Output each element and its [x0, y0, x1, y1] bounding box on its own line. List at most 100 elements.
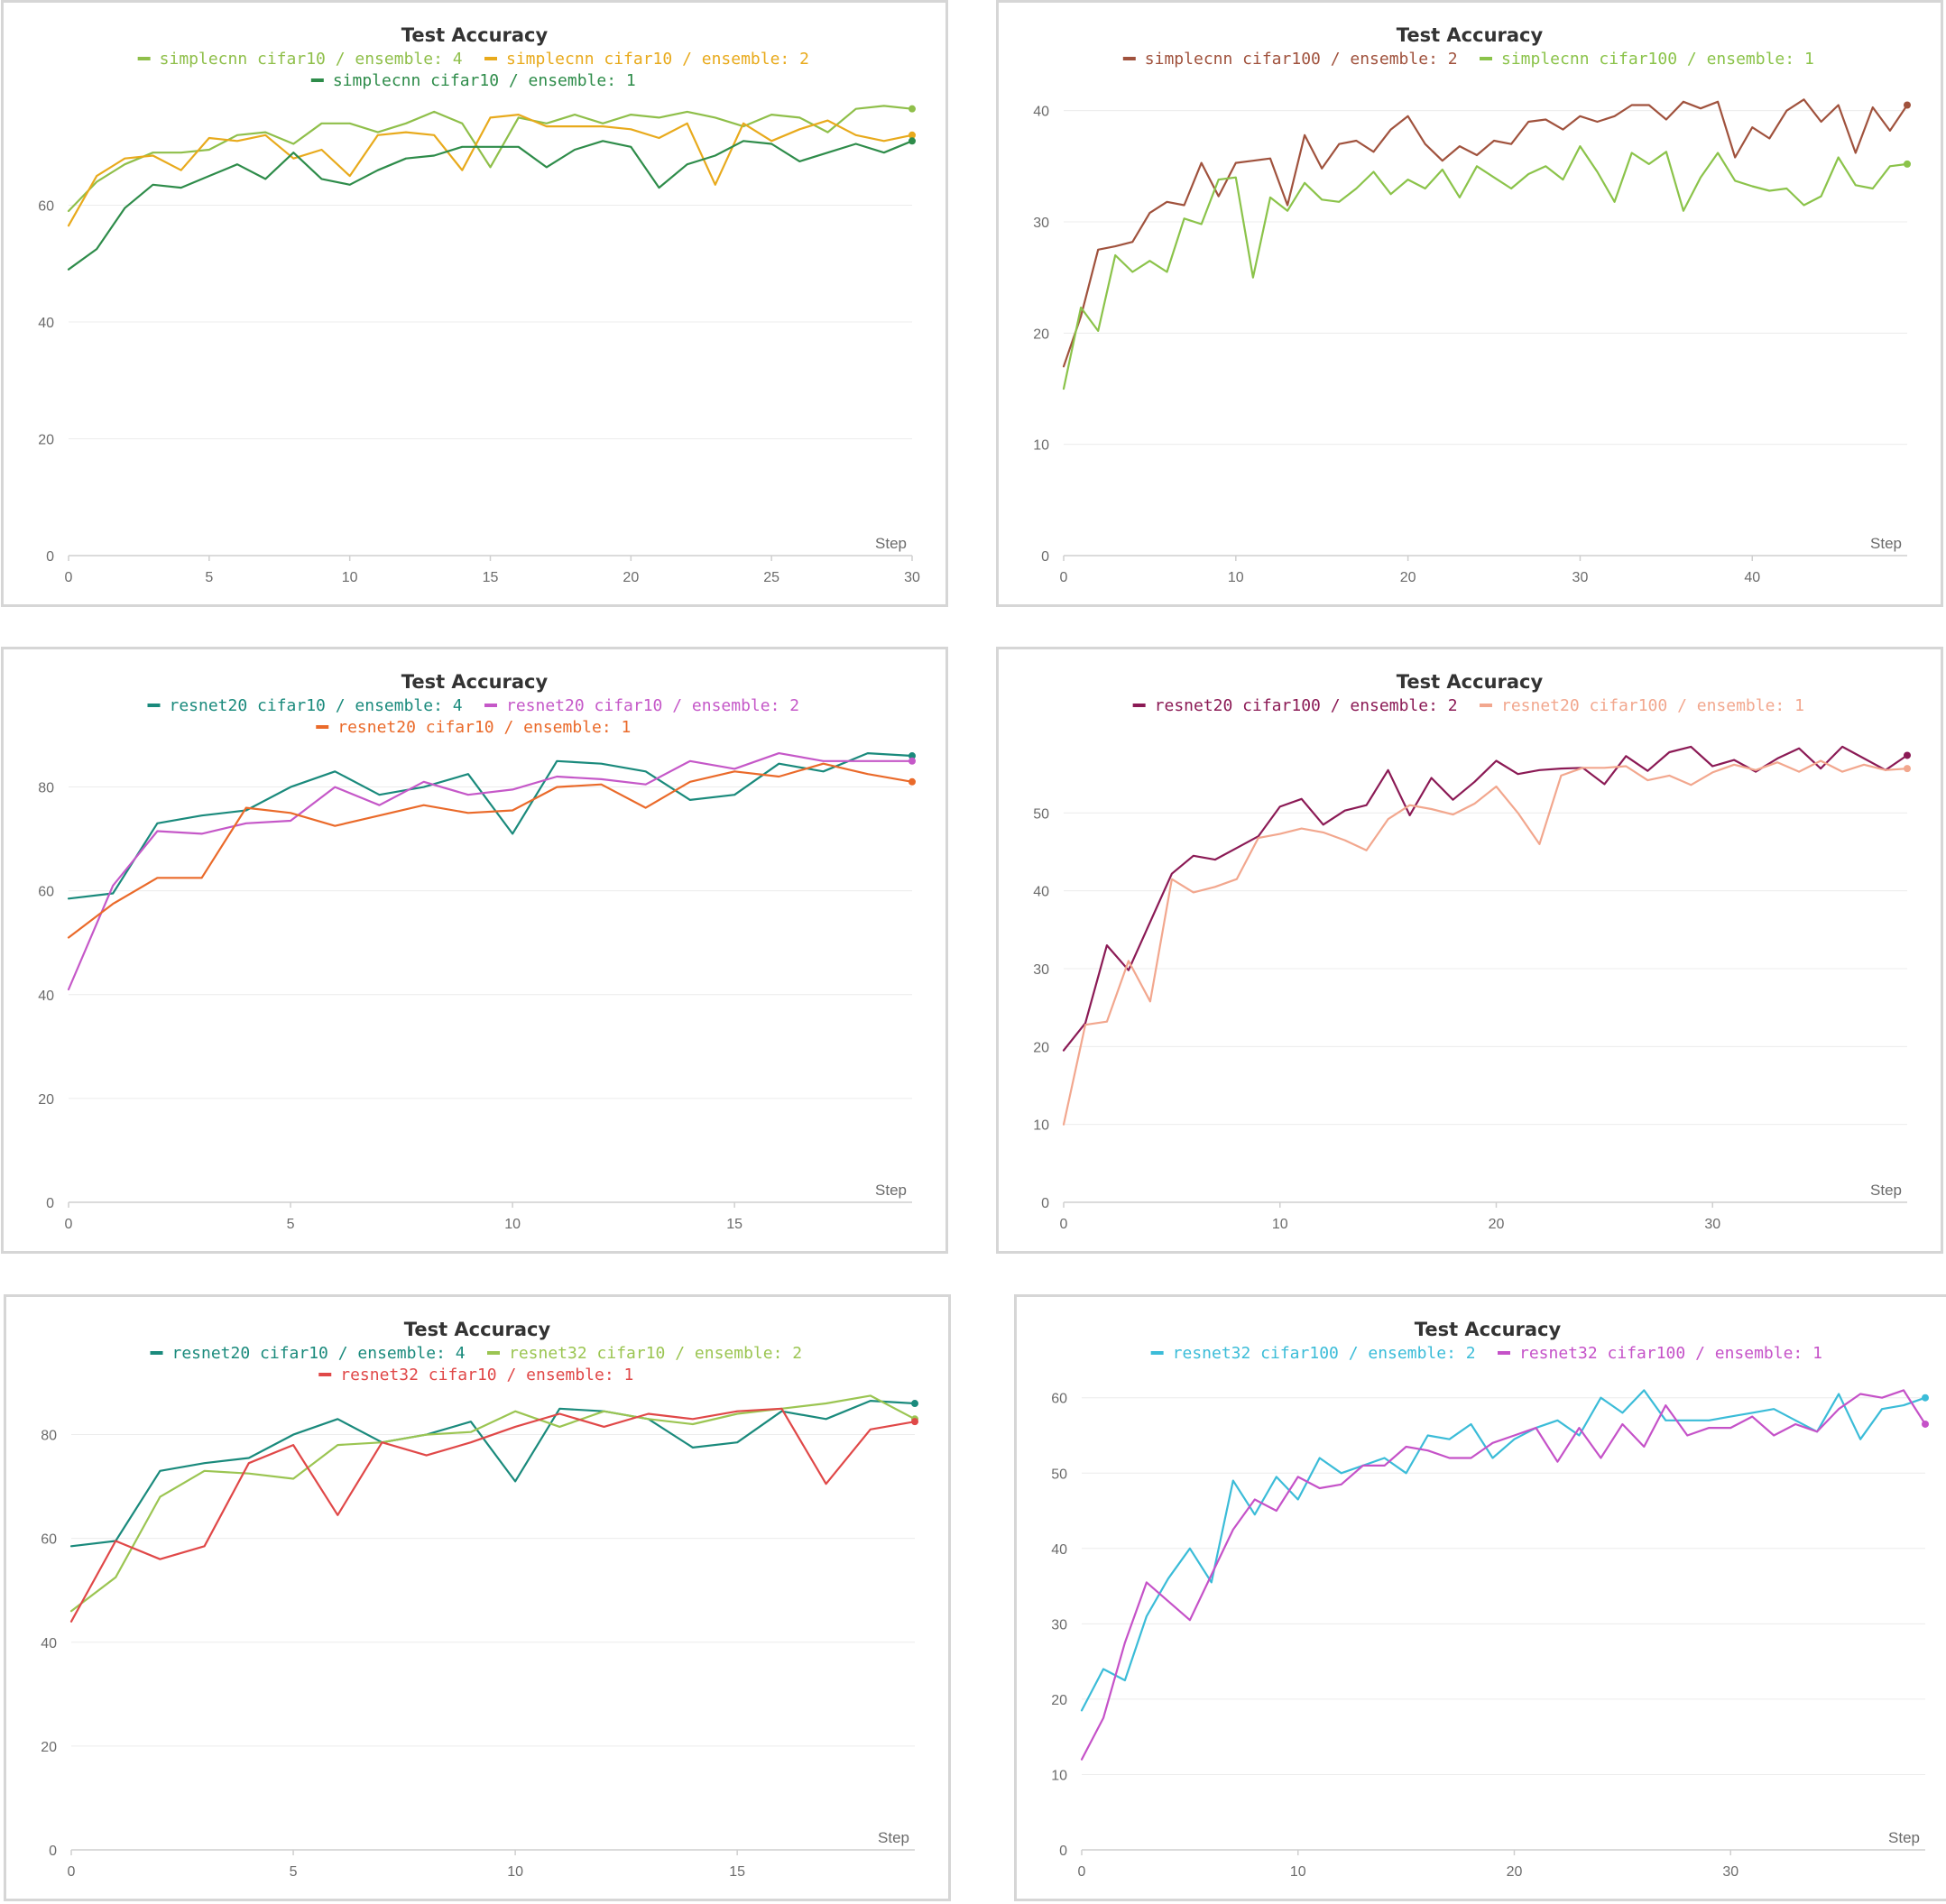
series-line[interactable]: [67, 105, 914, 213]
y-tick-label: 20: [1051, 1693, 1067, 1708]
series-end-point: [908, 105, 916, 113]
series-end-point: [911, 1418, 918, 1426]
series-end-point: [1904, 765, 1911, 773]
chart-panel-resnet32-cifar100: Test Accuracy resnet32 cifar100 / ensembl…: [1014, 1294, 1946, 1901]
series-line[interactable]: [67, 113, 914, 227]
series-end-point: [911, 1400, 918, 1408]
legend-item[interactable]: resnet20 cifar10 / ensemble: 4: [150, 1344, 466, 1363]
x-tick-label: 5: [290, 1864, 298, 1880]
legend-label: resnet20 cifar10 / ensemble: 2: [506, 696, 799, 715]
x-tick-label: 20: [1489, 1217, 1505, 1232]
series-line[interactable]: [67, 762, 914, 939]
series-line[interactable]: [67, 751, 914, 900]
x-tick-label: 0: [68, 1864, 76, 1880]
y-tick-label: 60: [38, 199, 54, 215]
x-tick-label: 15: [729, 1864, 745, 1880]
x-axis-label: Step: [875, 535, 907, 552]
chart-panel-resnet-cifar10-comparison: Test Accuracy resnet20 cifar10 / ensemble…: [4, 1294, 951, 1901]
x-tick-label: 30: [904, 570, 920, 585]
x-tick-label: 0: [1078, 1864, 1086, 1880]
y-tick-label: 10: [1051, 1768, 1067, 1783]
chart-title: Test Accuracy: [404, 1319, 551, 1340]
legend-item[interactable]: resnet32 cifar10 / ensemble: 2: [487, 1344, 802, 1363]
legend-label: simplecnn cifar100 / ensemble: 2: [1145, 50, 1458, 69]
series-end-point: [908, 752, 916, 760]
series-line[interactable]: [1062, 759, 1909, 1126]
series-line[interactable]: [1062, 145, 1909, 391]
y-tick-label: 80: [38, 781, 54, 796]
x-tick-label: 20: [1507, 1864, 1523, 1880]
legend-item[interactable]: resnet32 cifar100 / ensemble: 1: [1498, 1344, 1822, 1363]
x-axis-label: Step: [878, 1829, 909, 1846]
x-tick-label: 5: [287, 1217, 295, 1232]
x-tick-label: 15: [483, 570, 499, 585]
legend-label: resnet20 cifar10 / ensemble: 4: [172, 1344, 466, 1363]
y-tick-label: 20: [1033, 1040, 1049, 1055]
y-tick-label: 20: [38, 1092, 54, 1108]
legend-item[interactable]: resnet20 cifar10 / ensemble: 4: [147, 696, 463, 715]
legend-item[interactable]: resnet20 cifar10 / ensemble: 2: [484, 696, 799, 715]
x-tick-label: 10: [1228, 570, 1244, 585]
chart-title: Test Accuracy: [1415, 1319, 1562, 1340]
legend-label: simplecnn cifar10 / ensemble: 2: [506, 50, 809, 69]
series-end-point: [1904, 101, 1911, 109]
x-tick-label: 10: [1290, 1864, 1306, 1880]
chart-panel-resnet20-cifar100: Test Accuracy resnet20 cifar100 / ensembl…: [996, 647, 1943, 1254]
y-tick-label: 20: [41, 1740, 57, 1755]
legend-item[interactable]: simplecnn cifar100 / ensemble: 1: [1480, 50, 1814, 69]
legend-label: simplecnn cifar10 / ensemble: 1: [333, 71, 636, 90]
x-tick-label: 10: [504, 1217, 521, 1232]
legend-item[interactable]: resnet20 cifar10 / ensemble: 1: [316, 718, 631, 737]
series-line[interactable]: [69, 1399, 917, 1548]
legend-label: resnet32 cifar10 / ensemble: 2: [509, 1344, 802, 1363]
line-chart: Test Accuracy resnet32 cifar100 / ensembl…: [1051, 1319, 1929, 1880]
y-tick-label: 0: [46, 549, 54, 565]
legend-item[interactable]: simplecnn cifar100 / ensemble: 2: [1122, 50, 1458, 69]
series-end-point: [1904, 160, 1911, 168]
legend-item[interactable]: simplecnn cifar10 / ensemble: 2: [484, 50, 809, 69]
series-line[interactable]: [1062, 98, 1909, 368]
series-line[interactable]: [67, 751, 914, 991]
legend-label: simplecnn cifar100 / ensemble: 1: [1501, 50, 1814, 69]
series-line[interactable]: [67, 140, 914, 271]
y-tick-label: 0: [49, 1844, 57, 1859]
line-chart: Test Accuracy simplecnn cifar10 / ensembl…: [38, 24, 920, 585]
series-end-point: [908, 137, 916, 145]
series-line[interactable]: [1080, 1389, 1927, 1712]
chart-title: Test Accuracy: [1397, 671, 1544, 693]
x-axis-label: Step: [1888, 1829, 1920, 1846]
legend-label: simplecnn cifar10 / ensemble: 4: [160, 50, 463, 69]
y-tick-label: 30: [1033, 216, 1049, 231]
y-tick-label: 80: [41, 1429, 57, 1444]
series-line[interactable]: [69, 1394, 917, 1613]
series-end-point: [1922, 1420, 1929, 1428]
x-tick-label: 0: [65, 570, 73, 585]
chart-title: Test Accuracy: [401, 24, 549, 46]
series-end-point: [908, 777, 916, 786]
x-tick-label: 20: [623, 570, 639, 585]
x-axis-label: Step: [1870, 1182, 1902, 1199]
y-tick-label: 20: [1033, 327, 1049, 342]
series-line[interactable]: [69, 1407, 917, 1623]
y-tick-label: 10: [1033, 438, 1049, 454]
line-chart: Test Accuracy resnet20 cifar100 / ensembl…: [1033, 671, 1911, 1232]
y-tick-label: 0: [1059, 1844, 1067, 1859]
legend-item[interactable]: resnet20 cifar100 / ensemble: 2: [1132, 696, 1458, 715]
series-end-point: [1922, 1394, 1929, 1402]
y-tick-label: 40: [41, 1636, 57, 1651]
x-tick-label: 30: [1704, 1217, 1720, 1232]
y-tick-label: 20: [38, 433, 54, 448]
legend-item[interactable]: simplecnn cifar10 / ensemble: 4: [137, 50, 463, 69]
x-tick-label: 30: [1572, 570, 1589, 585]
legend-item[interactable]: simplecnn cifar10 / ensemble: 1: [310, 71, 636, 90]
legend-item[interactable]: resnet32 cifar100 / ensemble: 2: [1150, 1344, 1476, 1363]
x-tick-label: 10: [1272, 1217, 1288, 1232]
legend-item[interactable]: resnet32 cifar10 / ensemble: 1: [318, 1366, 633, 1384]
y-tick-label: 50: [1033, 806, 1049, 822]
x-tick-label: 5: [205, 570, 213, 585]
x-tick-label: 10: [342, 570, 358, 585]
x-axis-label: Step: [1870, 535, 1902, 552]
series-line[interactable]: [1080, 1389, 1927, 1761]
series-line[interactable]: [1062, 745, 1909, 1052]
legend-item[interactable]: resnet20 cifar100 / ensemble: 1: [1480, 696, 1804, 715]
